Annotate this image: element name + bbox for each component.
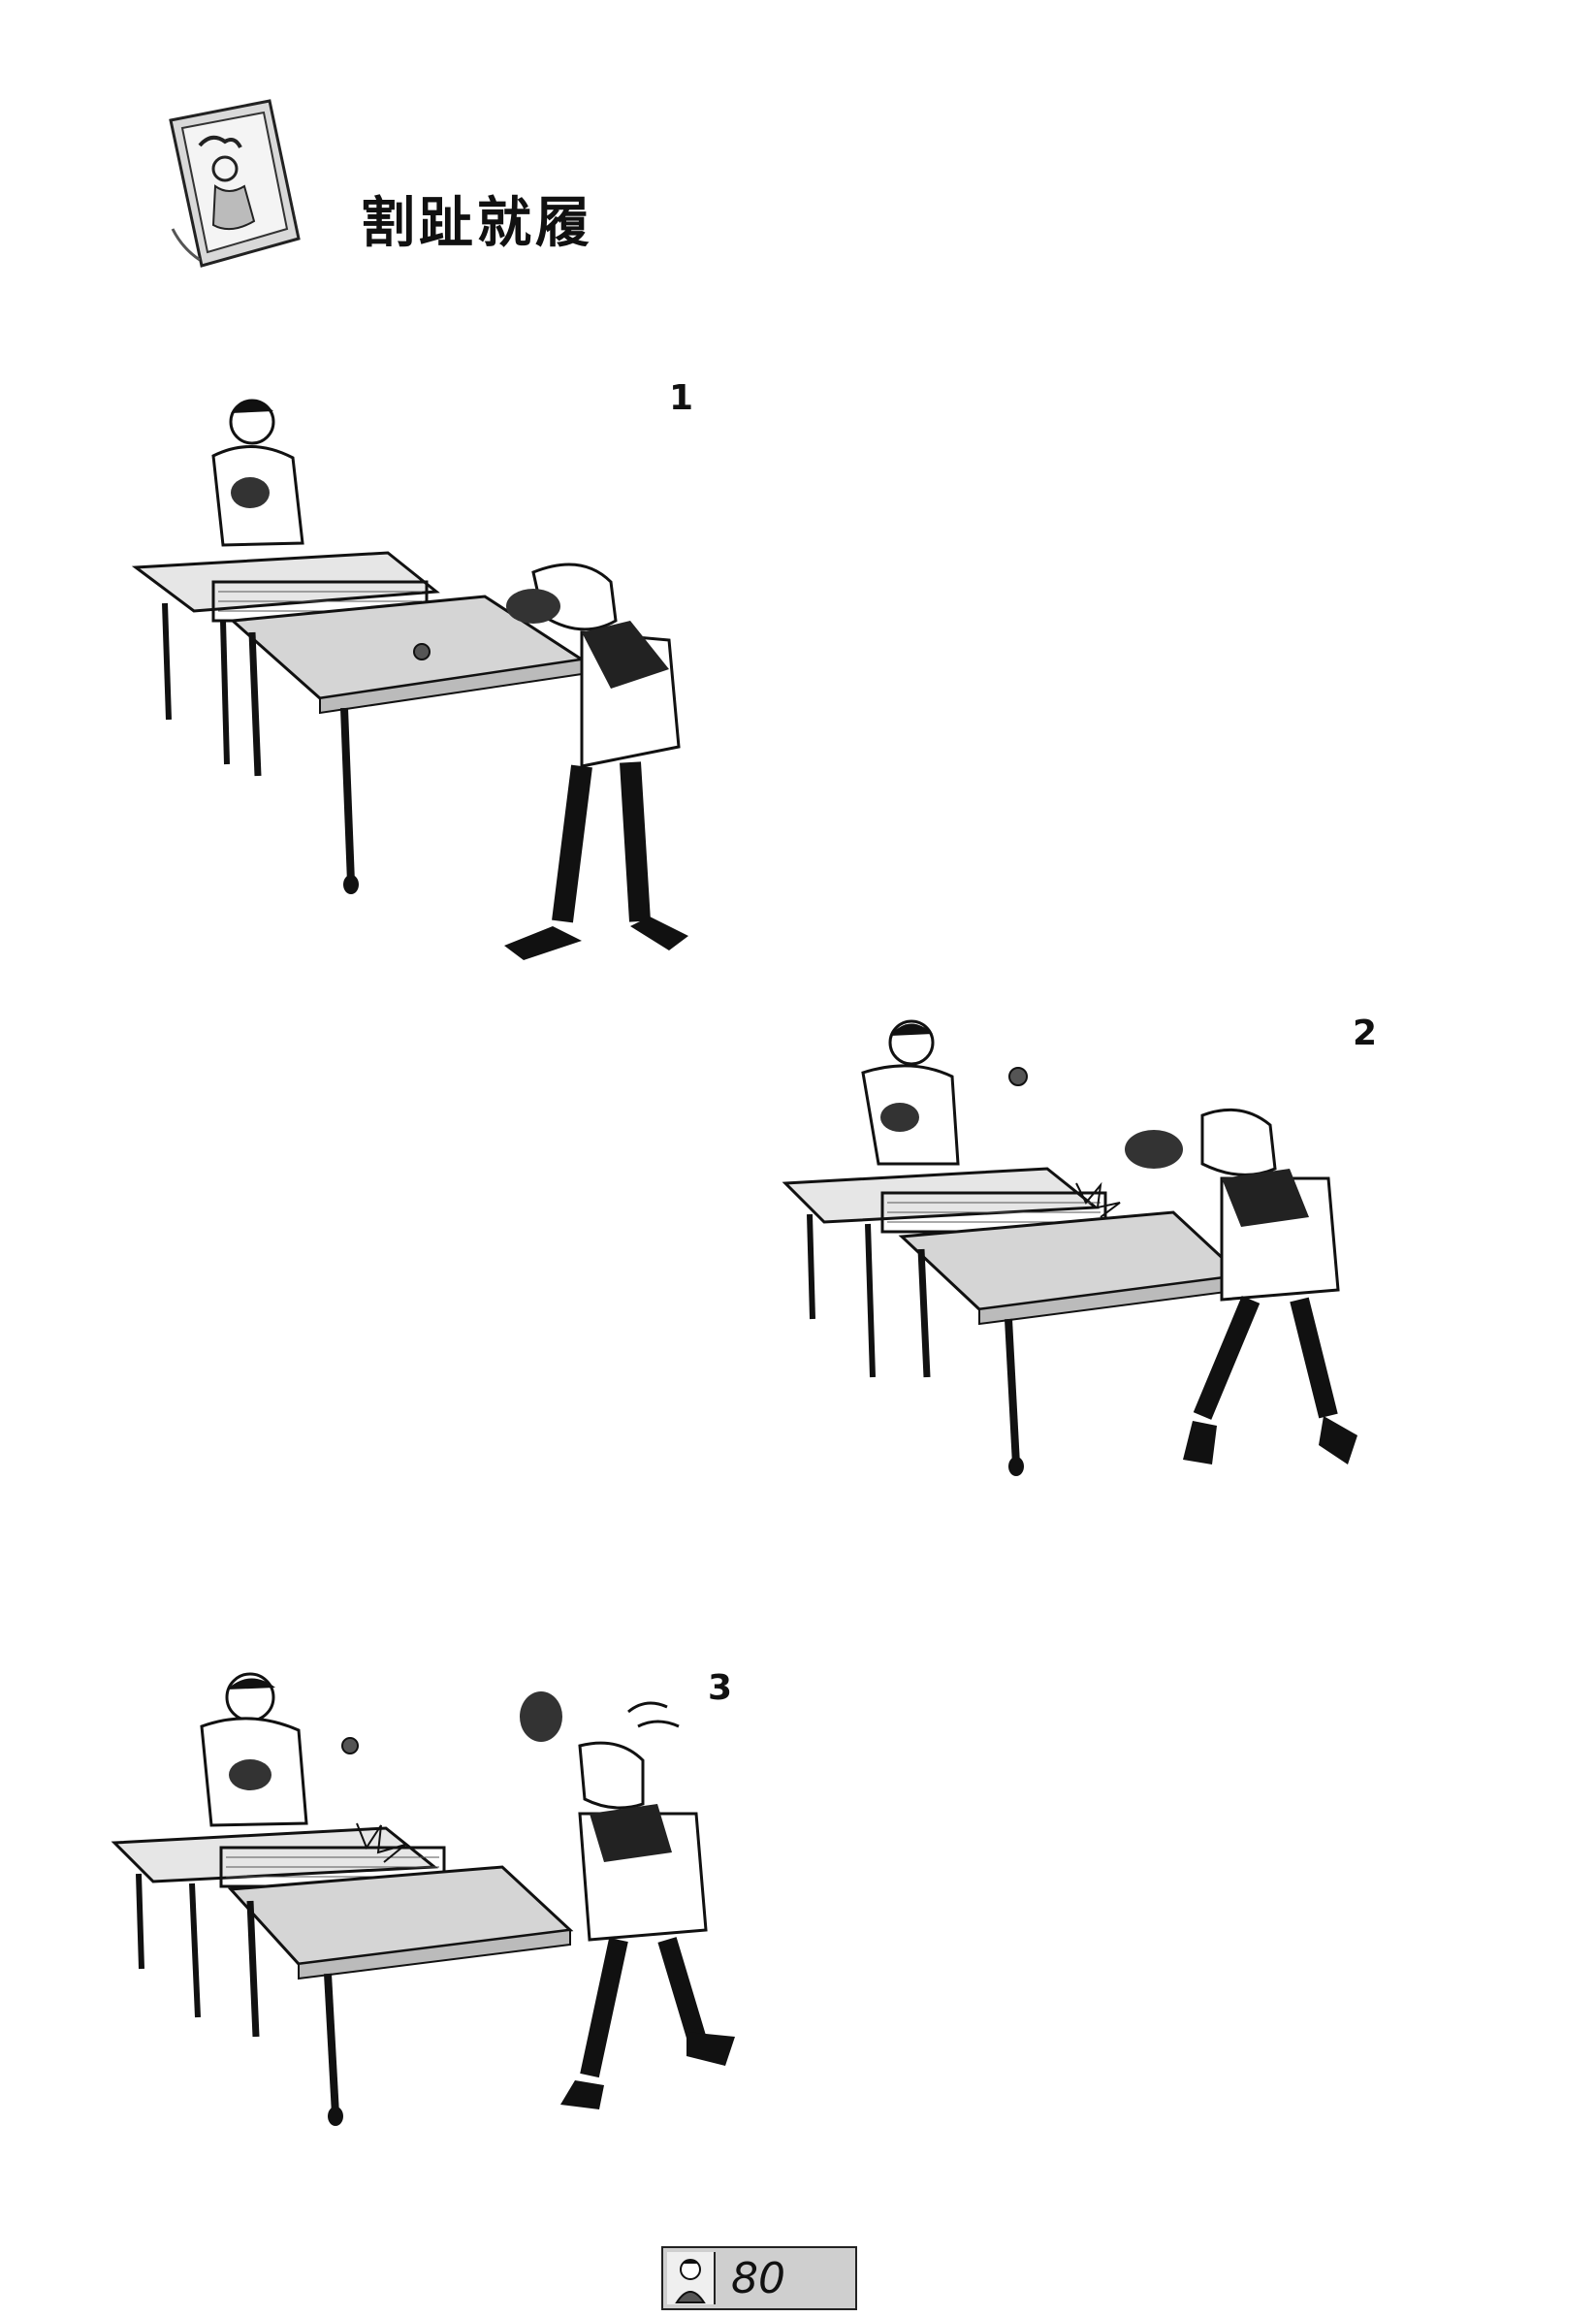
comic-panel-1: 1 [126, 378, 727, 999]
panel-3-drawing [111, 1672, 735, 2126]
panel-number: 1 [669, 378, 694, 418]
page-number-box: 80 [661, 2246, 857, 2310]
page-title: 割趾就履 [361, 192, 593, 255]
comic-panel-2: 2 [782, 1009, 1406, 1532]
character-portrait-icon [667, 2252, 716, 2304]
panel-number: 3 [708, 1668, 733, 1708]
panel-1-drawing [131, 399, 688, 960]
panel-2-drawing [782, 1019, 1357, 1476]
panel-number: 2 [1353, 1014, 1378, 1053]
page-number: 80 [731, 2254, 785, 2303]
header-sketch-card-icon [153, 93, 328, 277]
comic-panel-3: 3 [111, 1668, 735, 2192]
